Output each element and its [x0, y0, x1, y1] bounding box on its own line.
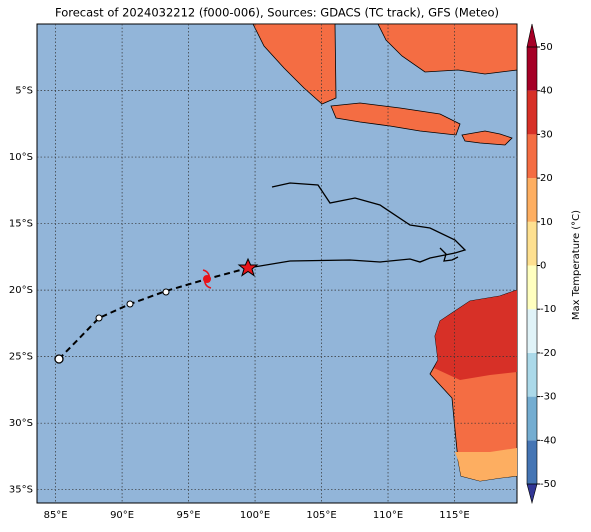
- x-tick-label: 95°E: [177, 510, 201, 521]
- colorbar-tick-label: -50: [540, 479, 556, 490]
- y-tick-label: 35°S: [9, 485, 33, 496]
- colorbar-tick-label: 40: [540, 86, 553, 97]
- colorbar-band: [527, 352, 537, 397]
- x-tick-label: 85°E: [44, 510, 68, 521]
- past-track: [247, 182, 467, 269]
- colorbar-extend-min: [526, 483, 538, 505]
- track-loop: [439, 247, 459, 262]
- colorbar-tick-label: -40: [540, 435, 556, 446]
- y-tick-label: 5°S: [15, 86, 33, 97]
- chart-title: Forecast of 2024032212 (f000-006), Sourc…: [55, 6, 499, 20]
- sumatra: [252, 23, 337, 105]
- x-tick-label: 115°E: [439, 510, 469, 521]
- x-tick-label: 105°E: [306, 510, 336, 521]
- y-tick-label: 30°S: [9, 418, 33, 429]
- colorbar-band: [527, 396, 537, 441]
- track-point: [95, 314, 103, 322]
- colorbar-tick-label: 50: [540, 42, 553, 53]
- y-tick-label: 10°S: [9, 152, 33, 163]
- y-tick-label: 15°S: [9, 219, 33, 230]
- colorbar-band: [527, 90, 537, 135]
- cyclone-symbol: [202, 269, 212, 289]
- colorbar-band: [527, 265, 537, 310]
- colorbar-tick-label: 20: [540, 173, 553, 184]
- islands: [461, 130, 513, 146]
- colorbar-tick-label: 0: [540, 261, 546, 272]
- x-tick-label: 110°E: [373, 510, 403, 521]
- colorbar-label: Max Temperature (°C): [571, 210, 582, 320]
- colorbar-extend-max: [526, 23, 538, 48]
- colorbar-tick-label: 30: [540, 129, 553, 140]
- y-tick-label: 20°S: [9, 285, 33, 296]
- colorbar-band: [527, 134, 537, 179]
- colorbar-tick-label: -30: [540, 392, 556, 403]
- track-point: [126, 300, 134, 308]
- colorbar-band: [527, 309, 537, 353]
- colorbar-band: [527, 178, 537, 222]
- position-star: [237, 257, 259, 277]
- colorbar-band: [527, 221, 537, 266]
- java: [330, 102, 461, 136]
- colorbar-tick-label: 10: [540, 217, 553, 228]
- cyclone-track: [54, 182, 467, 364]
- x-tick-label: 100°E: [240, 510, 270, 521]
- map: [36, 23, 518, 504]
- y-tick-label: 25°S: [9, 352, 33, 363]
- australia-mild: [455, 448, 517, 481]
- colorbar: -50 -40 -30 -20 -10 0 10 20 30 40 50: [526, 23, 556, 505]
- colorbar-band: [527, 440, 537, 484]
- colorbar-tick-label: -10: [540, 304, 556, 315]
- forecast-track: [58, 267, 249, 360]
- track-point: [162, 288, 170, 296]
- colorbar-band: [527, 47, 537, 91]
- x-tick-label: 90°E: [110, 510, 134, 521]
- colorbar-tick-label: -20: [540, 348, 556, 359]
- track-point: [54, 354, 64, 364]
- borneo: [377, 23, 518, 75]
